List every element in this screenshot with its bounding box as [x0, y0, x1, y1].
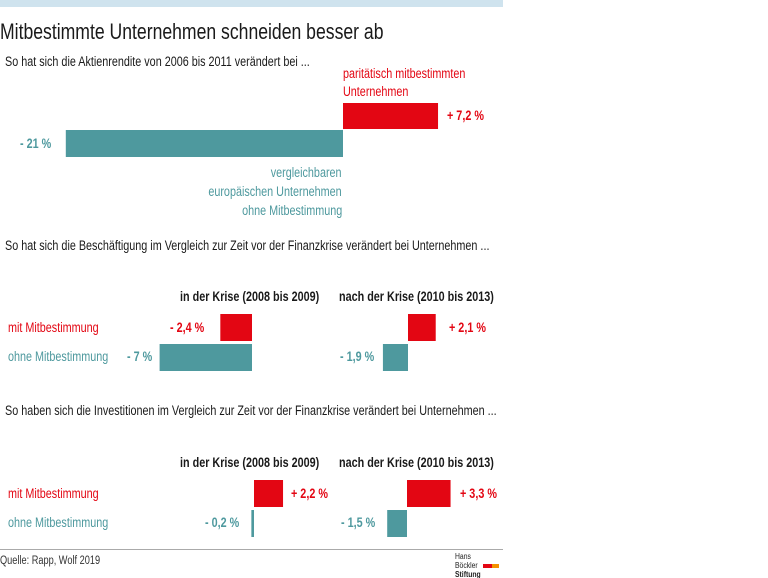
bar-ohne-mitbestimmung-nach-krise	[382, 344, 408, 371]
bar-mitbestimmt	[343, 103, 439, 129]
value-label: + 7,2 %	[447, 108, 484, 123]
logo-orange-mark	[492, 564, 499, 568]
series-header: in der Krise (2008 bis 2009)	[180, 289, 320, 304]
bar-ohne-mitbestimmung-krise	[251, 510, 254, 537]
logo-line: Stiftung	[455, 570, 481, 578]
value-label: - 0,2 %	[205, 515, 240, 530]
row-label: ohne Mitbestimmung	[8, 515, 109, 530]
row-label: mit Mitbestimmung	[8, 320, 99, 335]
bar-ohne-mitbestimmung	[65, 130, 344, 157]
bar-mit-mitbestimmung-krise	[220, 314, 252, 341]
category-label-line: Unternehmen	[343, 84, 409, 99]
value-label: - 2,4 %	[170, 320, 205, 335]
hans-boeckler-stiftung-logo: Hans Böckler Stiftung	[455, 552, 501, 578]
series-header: nach der Krise (2010 bis 2013)	[339, 455, 494, 470]
bar-mit-mitbestimmung-nach-krise	[408, 314, 436, 341]
value-label: + 3,3 %	[460, 486, 497, 501]
source-note: Quelle: Rapp, Wolf 2019	[0, 555, 101, 567]
value-label: - 1,5 %	[341, 515, 376, 530]
value-label: + 2,2 %	[291, 486, 328, 501]
section-3-title: So haben sich die Investitionen im Vergl…	[5, 403, 497, 418]
category-label-line: vergleichbaren	[271, 165, 342, 180]
bar-ohne-mitbestimmung-krise	[159, 344, 252, 371]
category-label-line: paritätisch mitbestimmten	[343, 66, 466, 81]
section-1-title: So hat sich die Aktienrendite von 2006 b…	[5, 54, 310, 69]
bar-ohne-mitbestimmung-nach-krise	[387, 510, 407, 537]
page-title: Mitbestimmte Unternehmen schneiden besse…	[0, 19, 384, 44]
section-2-title: So hat sich die Beschäftigung im Verglei…	[5, 238, 490, 253]
value-label: - 7 %	[127, 349, 153, 364]
value-label: - 1,9 %	[340, 349, 375, 364]
value-label: - 21 %	[20, 136, 52, 151]
row-label: mit Mitbestimmung	[8, 486, 99, 501]
bar-mit-mitbestimmung-nach-krise	[407, 480, 451, 507]
value-label: + 2,1 %	[449, 320, 486, 335]
logo-line: Hans Böckler	[455, 552, 478, 570]
logo-red-mark	[483, 564, 492, 568]
top-accent-bar	[0, 0, 503, 7]
series-header: nach der Krise (2010 bis 2013)	[339, 289, 494, 304]
category-label-line: ohne Mitbestimmung	[241, 203, 342, 218]
series-header: in der Krise (2008 bis 2009)	[180, 455, 320, 470]
footer-divider	[0, 549, 503, 550]
row-label: ohne Mitbestimmung	[8, 349, 109, 364]
bar-mit-mitbestimmung-krise	[254, 480, 284, 507]
category-label-line: europäischen Unternehmen	[208, 184, 342, 199]
